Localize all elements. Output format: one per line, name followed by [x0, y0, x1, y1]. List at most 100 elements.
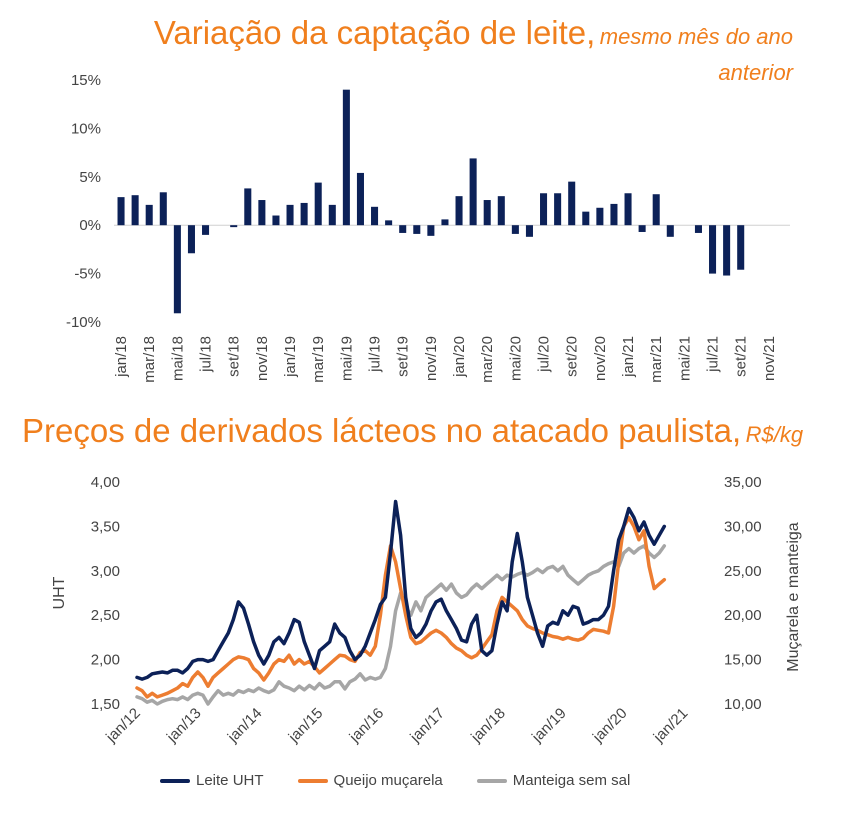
bar-x-tick: nov/19	[423, 336, 440, 381]
bar	[652, 194, 660, 226]
bar	[314, 182, 322, 226]
bar	[709, 225, 717, 274]
line-y2-label: Muçarela e manteiga	[785, 522, 802, 672]
bar	[145, 204, 153, 226]
bar	[244, 188, 252, 226]
line-x-tick: jan/13	[163, 705, 205, 747]
legend-item-uht: Leite UHT	[160, 772, 264, 789]
line-x-tick: jan/21	[650, 705, 692, 747]
bar	[187, 225, 195, 254]
bar	[286, 204, 294, 226]
bar	[582, 211, 590, 226]
bar	[385, 220, 393, 226]
line-y2-tick: 20,00	[724, 607, 762, 624]
line-y2-tick: 10,00	[724, 696, 762, 713]
legend-item-manteiga: Manteiga sem sal	[476, 772, 631, 789]
bar	[356, 172, 364, 226]
bar	[497, 196, 505, 226]
line-y-tick: 2,50	[91, 607, 120, 624]
bar-y-tick: 10%	[71, 120, 101, 137]
bar-y-tick: 15%	[71, 72, 101, 89]
line-y2-tick: 35,00	[724, 474, 762, 491]
bar-x-tick: set/19	[395, 336, 412, 377]
bar	[723, 225, 731, 276]
line-x-tick: jan/14	[224, 705, 266, 747]
bar-y-tick: 0%	[79, 217, 101, 234]
line-y2-tick: 15,00	[724, 652, 762, 669]
bar	[483, 200, 491, 226]
bar-y-tick: -10%	[66, 314, 101, 331]
bar	[371, 206, 379, 226]
bar	[666, 225, 674, 237]
bar	[610, 203, 618, 226]
bar	[342, 89, 350, 226]
bar-x-tick: jan/18	[113, 336, 130, 378]
bar	[624, 193, 632, 226]
bar-x-tick: nov/20	[592, 336, 609, 381]
bar-x-tick: mai/20	[507, 336, 524, 381]
bar	[511, 225, 519, 234]
bar-x-tick: jul/18	[198, 336, 215, 373]
legend-swatch-mussarela	[297, 778, 328, 783]
bar-x-tick: mar/18	[141, 336, 158, 383]
bar-x-tick: nov/21	[761, 336, 778, 381]
line-y-tick: 4,00	[91, 474, 120, 491]
line-y-tick: 3,50	[91, 518, 120, 535]
bar	[202, 225, 210, 235]
line-x-tick: jan/18	[467, 705, 509, 747]
bar-x-tick: set/20	[564, 336, 581, 377]
bar-x-tick: jul/20	[536, 336, 553, 373]
bar	[159, 192, 167, 226]
bar	[469, 158, 477, 226]
bar	[568, 181, 576, 226]
line-y2-tick: 30,00	[724, 518, 762, 535]
line-y-tick: 1,50	[91, 696, 120, 713]
bar	[328, 204, 336, 226]
line-x-tick: jan/15	[285, 705, 327, 747]
legend-label-manteiga: Manteiga sem sal	[512, 772, 631, 789]
bar	[638, 225, 646, 232]
bar	[399, 225, 407, 233]
bar-x-tick: set/21	[733, 336, 750, 377]
bar-y-tick: -5%	[74, 266, 101, 283]
bar-x-tick: jan/21	[620, 336, 637, 378]
bar	[300, 202, 308, 226]
bar	[173, 225, 181, 314]
bar-chart-subtitle-1: mesmo mês do ano	[599, 24, 793, 49]
bar-x-tick: mai/19	[338, 336, 355, 381]
legend-label-uht: Leite UHT	[196, 772, 264, 789]
line-x-tick: jan/19	[528, 705, 570, 747]
bar-x-tick: mar/21	[648, 336, 665, 383]
bar	[596, 207, 604, 226]
line-x-tick: jan/16	[346, 705, 388, 747]
bar	[525, 225, 533, 237]
line-series-uht	[135, 499, 667, 681]
bar-x-tick: nov/18	[254, 336, 271, 381]
bar-x-tick: mai/18	[169, 336, 186, 381]
bar-x-tick: jan/19	[282, 336, 299, 378]
bar	[230, 225, 238, 228]
line-chart-title-main: Preços de derivados lácteos no atacado p…	[22, 412, 742, 449]
bar	[272, 215, 280, 226]
line-y-tick: 2,00	[91, 652, 120, 669]
bar	[413, 225, 421, 234]
line-y2-tick: 25,00	[724, 563, 762, 580]
line-x-tick: jan/17	[406, 705, 448, 747]
bar-x-tick: jul/19	[367, 336, 384, 373]
bar	[427, 225, 435, 236]
bar	[131, 195, 139, 226]
bar-y-tick: 5%	[79, 169, 101, 186]
bar	[455, 196, 463, 226]
bar-chart-title: Variação da captação de leite, mesmo mês…	[154, 14, 793, 52]
bar-chart-subtitle-2: anterior	[718, 60, 793, 85]
legend-label-mussarela: Queijo muçarela	[333, 772, 443, 789]
line-chart-subtitle: R$/kg	[745, 422, 804, 447]
bar	[117, 197, 125, 226]
legend-swatch-manteiga	[476, 778, 507, 783]
bar	[540, 193, 548, 226]
bar	[258, 200, 266, 226]
bar-x-tick: mai/21	[676, 336, 693, 381]
line-chart-title: Preços de derivados lácteos no atacado p…	[22, 412, 803, 450]
line-x-tick: jan/20	[589, 705, 631, 747]
